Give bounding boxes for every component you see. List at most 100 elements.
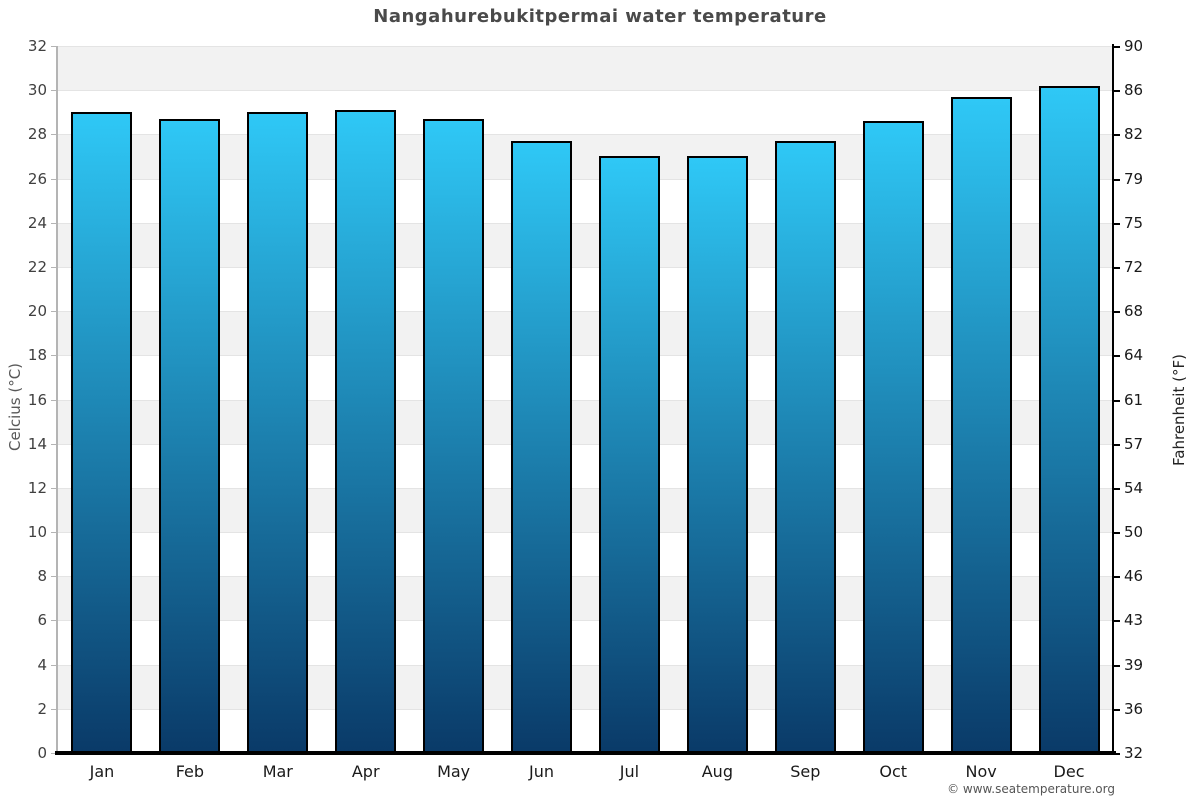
grid-band [58,355,1113,400]
fahrenheit-tick-mark [1114,753,1120,755]
bar-nov [950,97,1012,753]
bar-jun [511,141,573,753]
grid-band [58,487,1113,533]
x-axis-label-sep: Sep [790,762,821,781]
bar-oct [862,121,924,753]
x-axis-label-jul: Jul [619,762,640,781]
gridline [58,443,1113,445]
fahrenheit-tick-label: 43 [1124,611,1144,629]
gridline [58,222,1113,224]
fahrenheit-tick-mark [1114,620,1120,622]
gridline [58,178,1113,180]
fahrenheit-tick-mark [1114,665,1120,667]
celsius-tick-mark [51,311,56,312]
celsius-tick-label: 10 [27,523,47,541]
fahrenheit-tick-label: 68 [1124,302,1144,320]
x-axis-label-mar: Mar [262,762,293,781]
fahrenheit-tick-label: 36 [1124,700,1144,718]
bar-may [423,119,485,753]
fahrenheit-tick-mark [1114,355,1120,357]
bar-jul [598,156,660,753]
fahrenheit-tick-mark [1114,179,1120,181]
fahrenheit-tick-label: 75 [1124,214,1144,232]
celsius-tick-mark [51,134,56,135]
fahrenheit-tick-label: 82 [1124,125,1144,143]
bar-sep [774,141,836,753]
celsius-tick-mark [51,46,56,47]
chart-title: Nangahurebukitpermai water temperature [373,6,827,27]
celsius-tick-label: 18 [27,346,47,364]
fahrenheit-tick-mark [1114,267,1120,269]
gridline [58,708,1113,710]
celsius-tick-mark [51,90,56,91]
fahrenheit-tick-label: 46 [1124,567,1144,585]
celsius-tick-label: 24 [27,214,47,232]
copyright-link[interactable]: © www.seatemperature.org [947,782,1115,796]
gridline [58,664,1113,666]
celsius-tick-mark [51,267,56,268]
grid-band [58,222,1113,267]
fahrenheit-tick-mark [1114,46,1120,48]
celsius-tick-mark [51,532,56,533]
celsius-tick-label: 0 [37,744,47,762]
fahrenheit-tick-label: 61 [1124,391,1144,409]
grid-band [58,443,1113,488]
grid-band [58,266,1113,312]
gridline [58,576,1113,578]
y-axis-label-fahrenheit: Fahrenheit (°F) [1170,354,1188,466]
x-axis-label-aug: Aug [701,762,733,781]
celsius-tick-label: 16 [27,391,47,409]
x-axis-label-apr: Apr [351,762,380,781]
celsius-tick-mark [51,400,56,401]
grid-band [58,311,1113,356]
fahrenheit-tick-label: 79 [1124,170,1144,188]
gridline [58,134,1113,136]
x-axis-line [55,751,1116,755]
fahrenheit-tick-mark [1114,444,1120,446]
fahrenheit-tick-label: 50 [1124,523,1144,541]
gridline [58,90,1113,92]
x-axis-label-jun: Jun [529,762,555,781]
celsius-tick-mark [51,620,56,621]
celsius-tick-label: 20 [27,302,47,320]
celsius-tick-label: 28 [27,125,47,143]
gridline [58,620,1113,622]
bar-apr [335,110,397,753]
plot-area [58,46,1113,753]
celsius-tick-mark [51,488,56,489]
y-axis-line-celsius [56,46,58,753]
bar-feb [159,119,221,753]
grid-band [58,620,1113,665]
grid-band [58,708,1113,753]
y-axis-line-fahrenheit [1112,44,1114,755]
celsius-tick-mark [51,665,56,666]
bar-dec [1038,86,1100,753]
celsius-tick-label: 32 [27,37,47,55]
grid-band [58,134,1113,179]
celsius-tick-label: 14 [27,435,47,453]
celsius-tick-mark [51,576,56,577]
x-axis-label-feb: Feb [175,762,205,781]
fahrenheit-tick-mark [1114,576,1120,578]
fahrenheit-tick-mark [1114,90,1120,92]
celsius-tick-label: 2 [37,700,47,718]
fahrenheit-tick-mark [1114,134,1120,136]
grid-band [58,46,1113,91]
fahrenheit-tick-mark [1114,400,1120,402]
gridline [58,355,1113,357]
x-axis-label-dec: Dec [1053,762,1085,781]
celsius-tick-mark [51,444,56,445]
celsius-tick-label: 12 [27,479,47,497]
fahrenheit-tick-label: 72 [1124,258,1144,276]
fahrenheit-tick-label: 64 [1124,346,1144,364]
fahrenheit-tick-label: 39 [1124,656,1144,674]
x-axis-label-may: May [437,762,471,781]
grid-band [58,576,1113,621]
celsius-tick-mark [51,753,56,754]
bar-aug [686,156,748,753]
fahrenheit-tick-mark [1114,709,1120,711]
celsius-tick-label: 22 [27,258,47,276]
grid-band [58,90,1113,135]
celsius-tick-label: 8 [37,567,47,585]
